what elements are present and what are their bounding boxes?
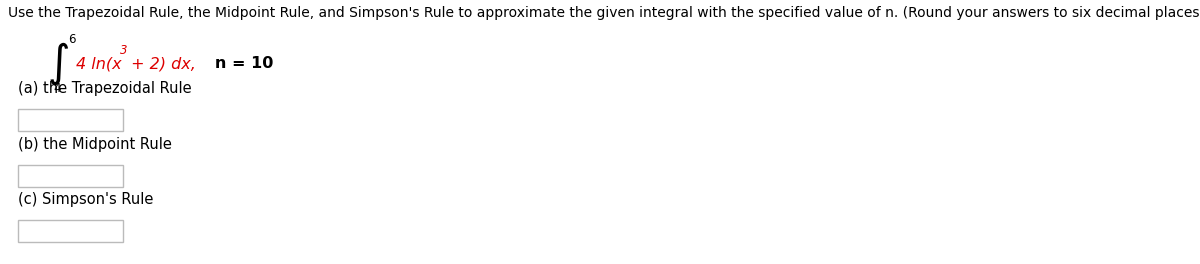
Text: (a) the Trapezoidal Rule: (a) the Trapezoidal Rule <box>18 81 192 96</box>
Text: $\int$: $\int$ <box>47 41 70 87</box>
Text: 3: 3 <box>120 44 127 57</box>
Text: 4: 4 <box>53 82 60 95</box>
Text: (c) Simpson's Rule: (c) Simpson's Rule <box>18 192 154 207</box>
Text: 6: 6 <box>68 33 76 46</box>
Text: 4 ln(x: 4 ln(x <box>76 56 121 72</box>
Bar <box>18 220 124 242</box>
Bar <box>18 165 124 187</box>
Text: Use the Trapezoidal Rule, the Midpoint Rule, and Simpson's Rule to approximate t: Use the Trapezoidal Rule, the Midpoint R… <box>8 6 1200 20</box>
Bar <box>18 109 124 131</box>
Text: n = 10: n = 10 <box>198 56 274 72</box>
Text: (b) the Midpoint Rule: (b) the Midpoint Rule <box>18 137 172 152</box>
Text: + 2) dx,: + 2) dx, <box>126 56 196 72</box>
